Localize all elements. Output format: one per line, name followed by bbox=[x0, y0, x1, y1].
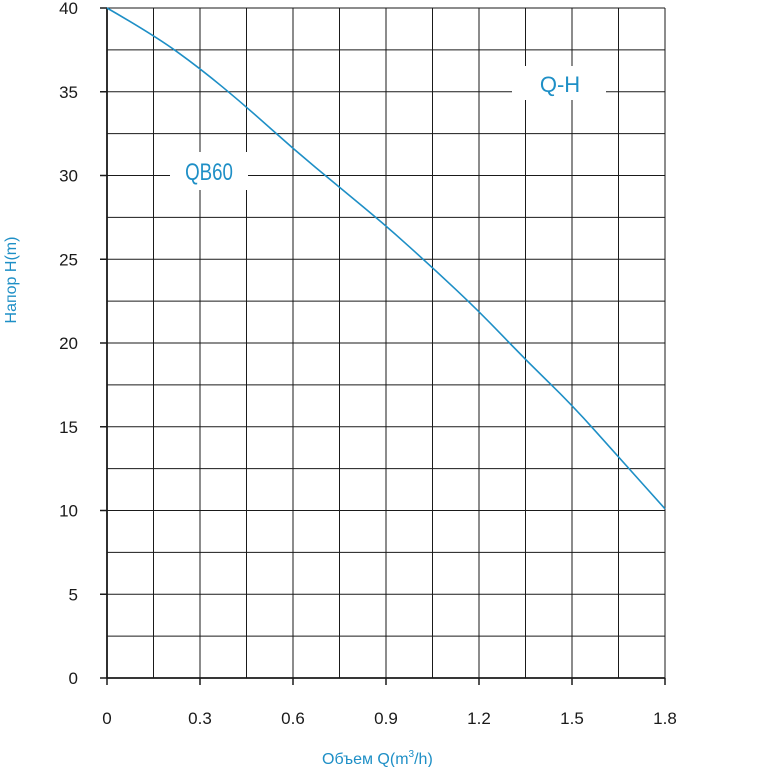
grid bbox=[100, 7, 666, 685]
qh-curve-qb60 bbox=[106, 7, 666, 510]
curve-type-label: Q-H bbox=[540, 72, 580, 97]
model-label-bg bbox=[170, 152, 248, 190]
y-tick-labels: 0 5 10 15 20 25 30 35 40 bbox=[59, 0, 78, 688]
y-tick-label: 35 bbox=[59, 83, 78, 102]
y-tick-label: 40 bbox=[59, 0, 78, 18]
y-tick-label: 30 bbox=[59, 167, 78, 186]
model-label: QB60 bbox=[185, 159, 233, 186]
x-tick-label: 1.8 bbox=[653, 709, 677, 728]
x-tick-label: 1.2 bbox=[467, 709, 491, 728]
y-axis-label: Напор H(m) bbox=[3, 237, 20, 324]
y-tick-label: 15 bbox=[59, 418, 78, 437]
x-tick-label: 0.9 bbox=[374, 709, 398, 728]
x-axis-label-sup: 3 bbox=[409, 749, 415, 760]
x-axis-label: Объем Q(m3/h) bbox=[322, 749, 433, 767]
x-axis-label-end: /h) bbox=[414, 751, 433, 767]
y-tick-label: 10 bbox=[59, 502, 78, 521]
x-tick-label: 1.5 bbox=[560, 709, 584, 728]
x-tick-labels: 0 0.3 0.6 0.9 1.2 1.5 1.8 bbox=[102, 709, 677, 728]
y-tick-label: 25 bbox=[59, 250, 78, 269]
qh-label-bg bbox=[512, 66, 606, 100]
x-tick-label: 0.3 bbox=[188, 709, 212, 728]
y-tick-label: 20 bbox=[59, 334, 78, 353]
x-axis-label-main: Объем Q(m bbox=[322, 751, 409, 767]
y-tick-label: 0 bbox=[69, 669, 78, 688]
x-tick-label: 0.6 bbox=[281, 709, 305, 728]
x-tick-label: 0 bbox=[102, 709, 111, 728]
y-tick-label: 5 bbox=[69, 585, 78, 604]
